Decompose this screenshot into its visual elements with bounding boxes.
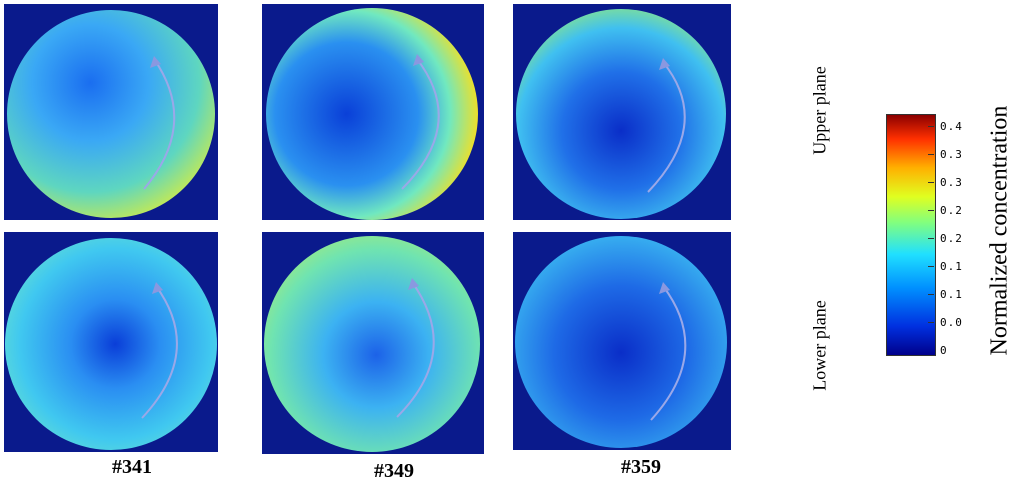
heatmap-upper-359: [513, 4, 731, 220]
colorbar-tick: 0.3: [940, 148, 963, 161]
colorbar-tick: 0.3: [940, 176, 963, 189]
column-label-349: #349: [374, 460, 414, 482]
heatmap-lower-359: [513, 232, 731, 450]
row-label-lower: Lower plane: [809, 300, 830, 391]
colorbar-tick: 0.1: [940, 288, 963, 301]
colorbar-tick: 0.2: [940, 204, 963, 217]
heatmap-lower-341: [4, 232, 218, 452]
colorbar-tick: 0.2: [940, 232, 963, 245]
colorbar-tick: 0.4: [940, 120, 963, 133]
column-label-341: #341: [112, 456, 152, 478]
heatmap-lower-349: [262, 232, 484, 454]
row-label-upper: Upper plane: [809, 66, 830, 155]
colorbar-tick: 0: [940, 344, 948, 357]
colorbar-title: Normalized concentration: [986, 105, 1013, 356]
heatmap-upper-341: [4, 4, 218, 220]
colorbar-tick: 0.0: [940, 316, 963, 329]
colorbar-tick: 0.1: [940, 260, 963, 273]
column-label-359: #359: [621, 456, 661, 478]
colorbar: [886, 114, 936, 356]
heatmap-upper-349: [262, 4, 484, 220]
